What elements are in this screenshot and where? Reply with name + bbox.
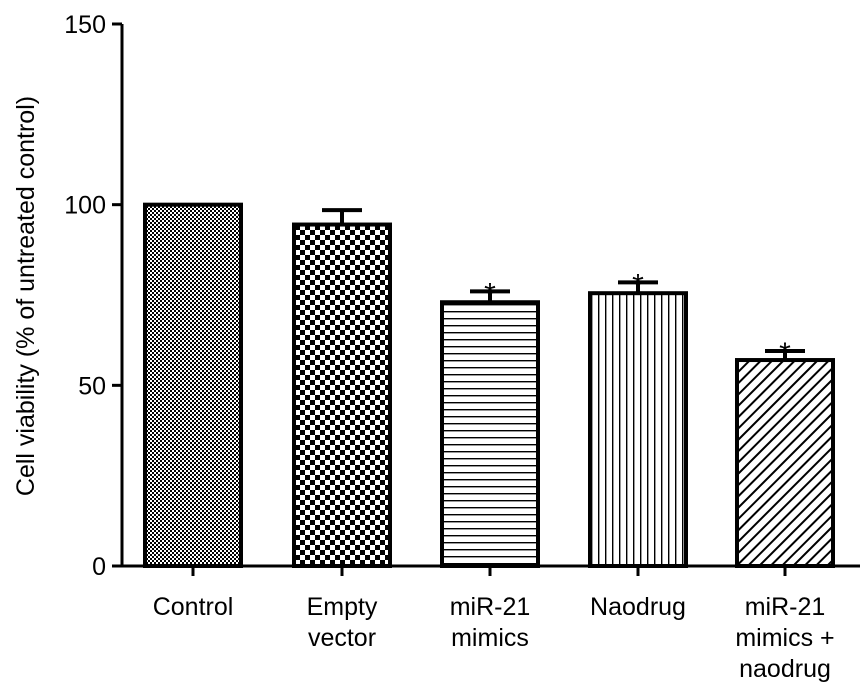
bar-3 — [440, 300, 540, 568]
bar-5 — [735, 358, 835, 569]
bar-4 — [588, 291, 688, 568]
x-tick-label-4: Naodrug — [590, 593, 686, 621]
y-tick-label-0: 0 — [92, 553, 106, 581]
x-tick-label-line: mimics + — [735, 624, 834, 652]
x-tick-label-line: vector — [308, 624, 376, 652]
y-axis-title: Cell viability (% of untreated control) — [12, 96, 40, 496]
x-tick-label-line: Empty — [307, 593, 378, 621]
bar-2 — [292, 222, 392, 568]
x-axis: Control Empty vector miR-21 mimics Naodrug miR… — [122, 564, 860, 683]
x-tick-label-line: Control — [153, 593, 234, 621]
y-axis: 0 50 100 150 — [64, 11, 124, 581]
bar-series: * * * — [143, 202, 835, 569]
x-tick-label-5: miR-21 mimics + naodrug — [735, 593, 834, 683]
y-tick-label-100: 100 — [64, 192, 106, 220]
significance-mark-4: * — [632, 268, 644, 301]
y-tick-label-150: 150 — [64, 11, 106, 39]
significance-mark-3: * — [484, 277, 496, 310]
x-tick-label-3: miR-21 mimics — [450, 593, 531, 652]
x-tick-label-line: miR-21 — [745, 593, 826, 621]
bar-1 — [143, 202, 243, 569]
x-tick-label-2: Empty vector — [307, 593, 378, 652]
y-tick-label-50: 50 — [78, 372, 106, 400]
x-tick-label-line: mimics — [451, 624, 529, 652]
significance-mark-5: * — [779, 337, 791, 370]
x-tick-label-line: Naodrug — [590, 593, 686, 621]
x-tick-label-line: miR-21 — [450, 593, 531, 621]
x-tick-label-1: Control — [153, 593, 234, 621]
x-tick-label-line: naodrug — [739, 655, 831, 683]
